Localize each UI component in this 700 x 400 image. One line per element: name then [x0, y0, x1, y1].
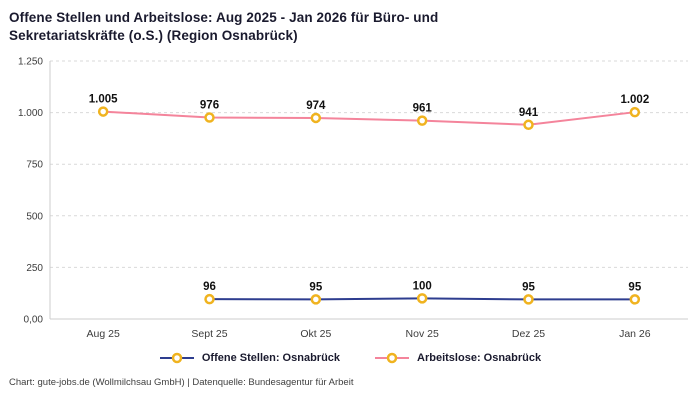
- data-point-label: 961: [413, 102, 433, 114]
- y-tick-label: 750: [26, 159, 43, 170]
- y-tick-label: 250: [26, 263, 43, 274]
- data-point-label: 974: [306, 100, 326, 112]
- legend-item-offene-stellen[interactable]: Offene Stellen: Osnabrück: [159, 352, 340, 364]
- data-point-marker[interactable]: [310, 112, 322, 123]
- x-tick-label: Dez 25: [512, 328, 545, 340]
- data-point-marker[interactable]: [97, 105, 109, 117]
- data-point-marker[interactable]: [523, 293, 534, 305]
- x-tick-label: Aug 25: [87, 328, 120, 340]
- legend-label-arbeitslose: Arbeitslose: Osnabrück: [417, 351, 542, 364]
- data-point-label: 941: [519, 106, 539, 118]
- data-point-marker[interactable]: [629, 293, 641, 305]
- data-point-marker[interactable]: [204, 111, 215, 123]
- data-point-marker[interactable]: [416, 115, 428, 126]
- data-point-label: 95: [628, 281, 641, 293]
- data-point-label: 100: [413, 280, 432, 292]
- x-tick-label: Okt 25: [300, 328, 331, 340]
- legend-line-marker-icon: [159, 352, 194, 363]
- data-point-marker[interactable]: [416, 292, 428, 304]
- data-point-label: 95: [309, 281, 322, 293]
- y-tick-label: 0,00: [24, 314, 44, 325]
- data-point-label: 976: [200, 99, 219, 111]
- x-tick-label: Jan 26: [619, 328, 651, 340]
- y-tick-label: 1.250: [18, 56, 43, 67]
- data-point-label: 96: [203, 281, 216, 293]
- legend-item-arbeitslose[interactable]: Arbeitslose: Osnabrück: [374, 352, 541, 364]
- legend-line-marker-icon: [375, 352, 410, 363]
- data-point-label: 95: [522, 281, 535, 293]
- chart-svg: 0,00 250 500 750 1.000 1.250 Aug 25 Sept 25 Okt …: [18, 56, 688, 340]
- data-point-label: 1.005: [89, 93, 118, 105]
- chart-footer: Chart: gute-jobs.de (Wollmilchsau GmbH) …: [9, 376, 354, 388]
- chart-legend: Offene Stellen: Osnabrück Arbeitslose: O…: [0, 345, 700, 371]
- y-tick-label: 500: [26, 211, 43, 222]
- x-tick-label: Sept 25: [191, 328, 227, 340]
- series-line: [103, 110, 635, 126]
- data-point-marker[interactable]: [523, 119, 534, 130]
- x-tick-label: Nov 25: [406, 328, 439, 340]
- data-point-label: 1.002: [620, 94, 649, 106]
- data-point-marker[interactable]: [204, 293, 215, 305]
- legend-label-offene-stellen: Offene Stellen: Osnabrück: [201, 351, 341, 364]
- chart-title: Offene Stellen und Arbeitslose: Aug 2025…: [9, 10, 439, 43]
- data-point-marker[interactable]: [629, 106, 641, 118]
- data-point-marker[interactable]: [310, 293, 322, 305]
- y-tick-label: 1.000: [18, 108, 43, 119]
